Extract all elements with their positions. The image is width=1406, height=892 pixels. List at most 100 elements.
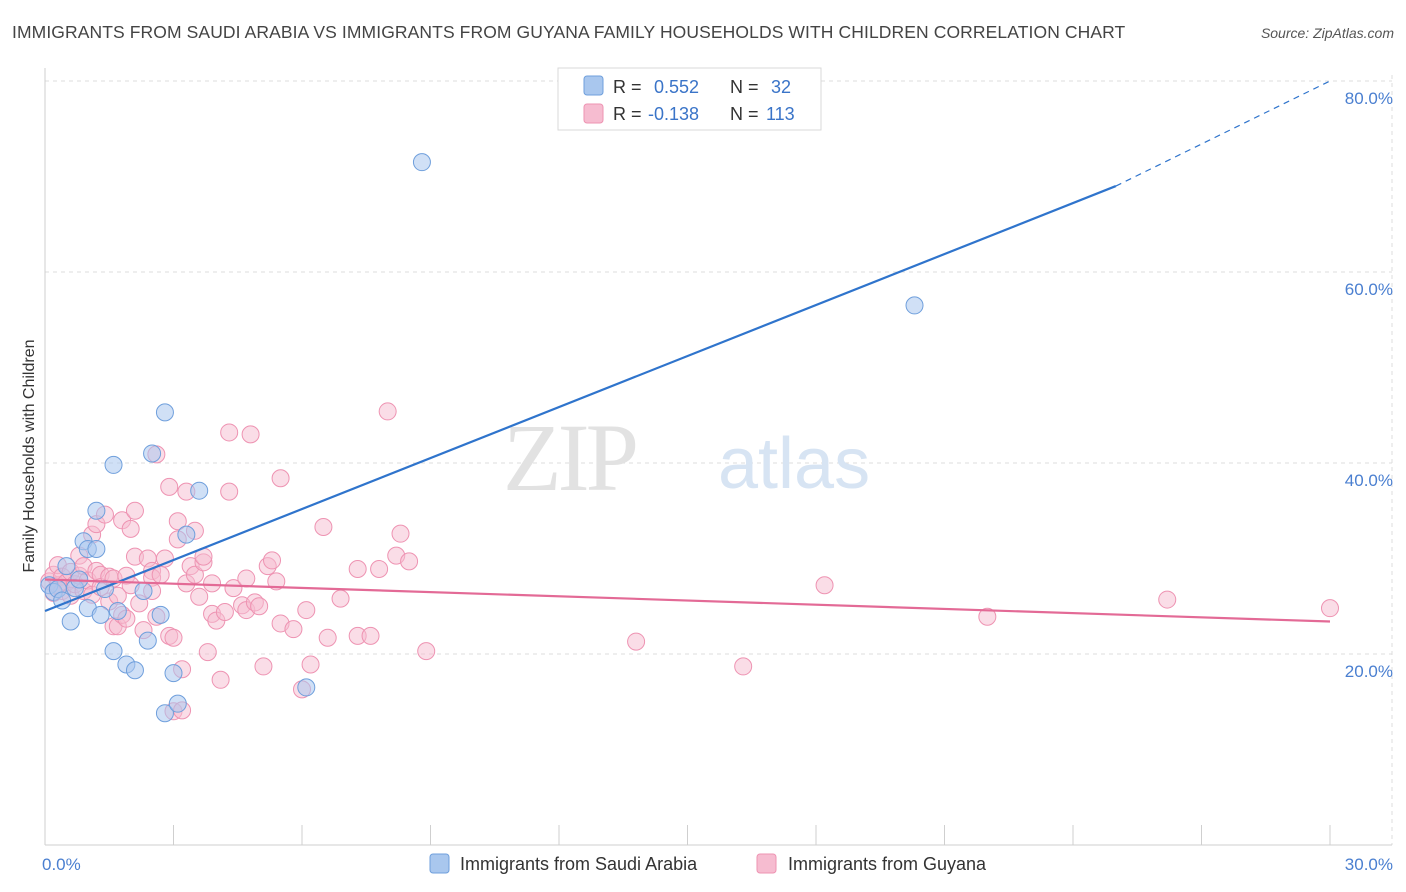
axes xyxy=(44,68,1392,846)
guyana-point xyxy=(301,655,320,674)
guyana-point xyxy=(734,657,753,676)
saudi-trend-line xyxy=(44,185,1117,613)
guyana-point xyxy=(417,642,436,661)
legend-r-label-2: R = xyxy=(613,104,642,124)
guyana-point xyxy=(198,643,217,662)
guyana-point xyxy=(627,632,646,651)
guyana-point xyxy=(215,602,234,621)
bottom-legend-guyana: Immigrants from Guyana xyxy=(788,854,987,874)
guyana-point xyxy=(271,469,290,488)
y-axis-label: Family Households with Children xyxy=(21,340,38,573)
chart-title: IMMIGRANTS FROM SAUDI ARABIA VS IMMIGRAN… xyxy=(12,22,1126,42)
guyana-point xyxy=(314,517,333,536)
guyana-point xyxy=(254,657,273,676)
guyana-point xyxy=(267,572,286,591)
saudi-point xyxy=(164,664,183,683)
guyana-point xyxy=(220,423,239,442)
guyana-point xyxy=(815,576,834,595)
saudi-point xyxy=(138,631,157,650)
bottom-legend: Immigrants from Saudi Arabia Immigrants … xyxy=(429,853,987,874)
guyana-point xyxy=(331,589,350,608)
y-tick-label: 60.0% xyxy=(1345,280,1393,299)
guyana-point xyxy=(378,402,397,421)
saudi-point xyxy=(905,296,924,315)
saudi-point xyxy=(190,481,209,500)
legend-n-value-2: 113 xyxy=(766,104,795,124)
guyana-point xyxy=(1158,590,1177,609)
x-tick-label: 30.0% xyxy=(1345,855,1393,874)
watermark-zip: ZIP xyxy=(503,404,636,511)
guyana-point xyxy=(263,551,282,570)
saudi-point xyxy=(87,501,106,520)
guyana-point xyxy=(220,482,239,501)
y-tick-label: 80.0% xyxy=(1345,89,1393,108)
guyana-point xyxy=(297,601,316,620)
saudi-point xyxy=(297,678,316,697)
guyana-point xyxy=(348,560,367,579)
legend-n-label-1: N = xyxy=(730,77,759,97)
saudi-point xyxy=(151,605,170,624)
saudi-point xyxy=(87,539,106,558)
guyana-points xyxy=(40,402,1339,721)
guyana-point xyxy=(318,628,337,647)
bottom-swatch-saudi xyxy=(429,853,450,874)
y-tick-labels: 20.0% 40.0% 60.0% 80.0% xyxy=(1345,89,1393,681)
saudi-point xyxy=(134,581,153,600)
guyana-point xyxy=(361,626,380,645)
guyana-trend-line xyxy=(44,578,1331,623)
legend-n-value-1: 32 xyxy=(771,77,791,97)
guyana-point xyxy=(241,425,260,444)
guyana-point xyxy=(190,587,209,606)
saudi-point xyxy=(104,642,123,661)
saudi-point xyxy=(108,602,127,621)
trend-lines xyxy=(44,80,1331,623)
x-tick-labels: 0.0% 30.0% xyxy=(42,855,1393,874)
guyana-point xyxy=(211,670,230,689)
x-tick-label: 0.0% xyxy=(42,855,81,874)
bottom-legend-saudi: Immigrants from Saudi Arabia xyxy=(460,854,698,874)
guyana-point xyxy=(391,524,410,543)
guyana-point xyxy=(185,565,204,584)
guyana-point xyxy=(1321,599,1339,618)
saudi-point xyxy=(91,605,110,624)
saudi-point xyxy=(125,661,144,680)
bottom-swatch-guyana xyxy=(756,853,777,874)
saudi-point xyxy=(143,444,162,463)
saudi-point xyxy=(177,525,196,544)
guyana-point xyxy=(151,565,170,584)
guyana-point xyxy=(400,552,419,571)
saudi-point xyxy=(155,403,174,422)
legend-r-value-1: 0.552 xyxy=(654,77,699,97)
legend-r-label-1: R = xyxy=(613,77,642,97)
guyana-point xyxy=(237,569,256,588)
saudi-point xyxy=(155,704,174,723)
grid-lines xyxy=(45,75,1393,845)
saudi-point xyxy=(104,455,123,474)
saudi-points xyxy=(40,153,924,723)
guyana-point xyxy=(125,501,144,520)
guyana-point xyxy=(250,597,269,616)
saudi-point xyxy=(412,153,431,172)
legend-swatch-saudi xyxy=(583,75,604,96)
guyana-point xyxy=(160,477,179,496)
saudi-point xyxy=(168,694,187,713)
guyana-point xyxy=(978,607,997,626)
guyana-point xyxy=(224,579,243,598)
y-tick-label: 20.0% xyxy=(1345,662,1393,681)
saudi-point xyxy=(61,612,80,631)
guyana-point xyxy=(168,512,187,531)
guyana-point xyxy=(121,519,140,538)
guyana-point xyxy=(370,560,389,579)
y-tick-label: 40.0% xyxy=(1345,471,1393,490)
saudi-point xyxy=(57,557,76,576)
watermark-atlas: atlas xyxy=(718,424,870,504)
source-label: Source: ZipAtlas.com xyxy=(1260,25,1394,41)
guyana-point xyxy=(284,620,303,639)
saudi-trend-extension xyxy=(1115,80,1331,187)
legend-swatch-guyana xyxy=(583,103,604,124)
legend-r-value-2: -0.138 xyxy=(648,104,699,124)
legend-n-label-2: N = xyxy=(730,104,759,124)
guyana-point xyxy=(203,574,222,593)
guyana-point xyxy=(164,628,183,647)
